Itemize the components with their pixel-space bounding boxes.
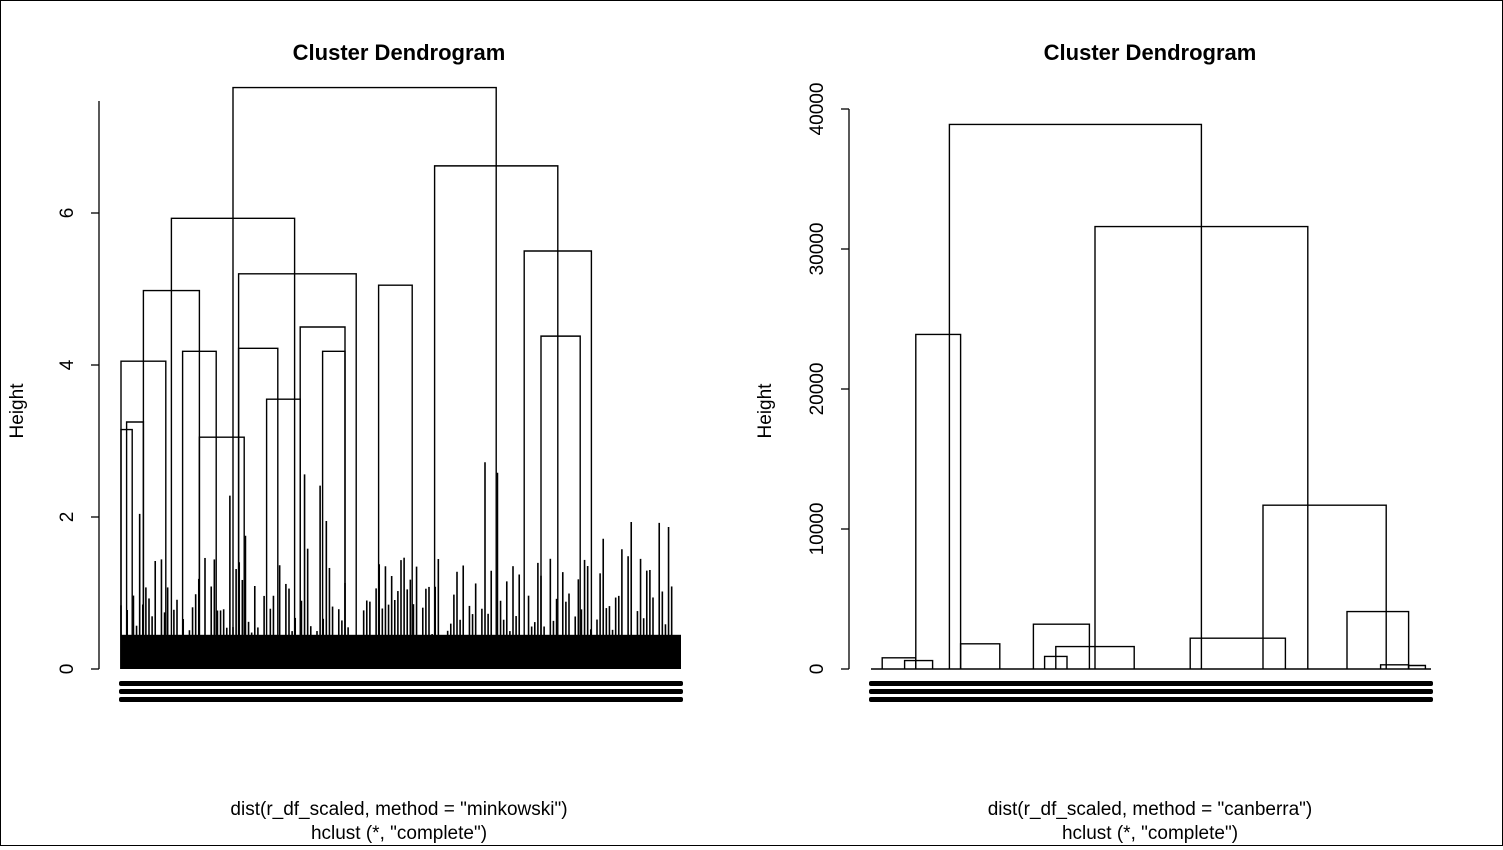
dendrogram-link: [881, 657, 917, 669]
dendrogram-link: [523, 250, 593, 669]
dendrogram-panel-minkowski: Cluster Dendrogram Height dist(r_df_scal…: [7, 40, 683, 844]
y-tick-label: 40000: [807, 83, 828, 136]
leaf-label-row: [869, 697, 1433, 702]
leaf-block: [121, 634, 681, 669]
y-axis-label: Height: [755, 383, 776, 439]
dendrogram-link: [1262, 504, 1387, 669]
y-tick-label: 20000: [807, 363, 828, 416]
dendrogram-tree: [120, 86, 593, 669]
dendrogram-link: [915, 333, 962, 669]
leaf-labels: [119, 681, 683, 702]
chart-title: Cluster Dendrogram: [293, 40, 506, 65]
y-tick-label: 0: [807, 664, 828, 675]
dendrogram-link: [948, 123, 1203, 669]
dendrogram-tree: [881, 123, 1427, 669]
dendrogram-link: [120, 428, 133, 669]
leaf-label-row: [869, 689, 1433, 694]
dendrogram-link: [265, 398, 301, 669]
dendrogram-link: [540, 335, 581, 669]
leaf-labels: [869, 681, 1433, 702]
chart-title: Cluster Dendrogram: [1044, 40, 1257, 65]
dendrogram-link: [181, 350, 217, 669]
y-tick-label: 0: [57, 664, 78, 675]
dendrogram-link: [1407, 664, 1427, 669]
dendrogram-link: [959, 643, 1001, 669]
leaf-label-row: [869, 681, 1433, 686]
dendrogram-link: [1346, 610, 1410, 669]
y-tick-label: 10000: [807, 503, 828, 556]
x-axis-label-line1: dist(r_df_scaled, method = "canberra"): [988, 799, 1313, 820]
dendrogram-link: [433, 165, 559, 669]
dendrogram-link: [170, 217, 296, 669]
y-axis: 0 10000 20000 30000 40000: [807, 83, 850, 675]
dendrogram-link: [1094, 225, 1309, 669]
dendrogram-link: [1055, 645, 1135, 669]
leaf-label-row: [119, 681, 683, 686]
dendrogram-link: [903, 659, 934, 669]
dendrogram-panel-canberra: Cluster Dendrogram Height dist(r_df_scal…: [755, 40, 1433, 844]
dendrogram-link: [1189, 637, 1287, 669]
y-tick-label: 30000: [807, 223, 828, 276]
y-tick-label: 6: [57, 208, 78, 219]
dendrogram-link: [321, 350, 346, 669]
dendrogram-link: [232, 86, 497, 669]
dendrogram-link: [125, 421, 145, 669]
dendrogram-link: [1043, 655, 1068, 669]
x-axis-label-line2: hclust (*, "complete"): [1062, 823, 1238, 844]
leaf-label-row: [119, 697, 683, 702]
y-tick-label: 2: [57, 512, 78, 523]
dendrogram-link: [237, 347, 279, 669]
dendrogram-link: [377, 284, 413, 669]
leaf-label-row: [119, 689, 683, 694]
x-axis-label-line1: dist(r_df_scaled, method = "minkowski"): [230, 799, 567, 820]
dendrogram-link: [198, 436, 245, 669]
y-axis: 0 2 4 6: [57, 101, 100, 675]
x-axis-label-line2: hclust (*, "complete"): [311, 823, 487, 844]
y-axis-label: Height: [7, 383, 28, 439]
y-tick-label: 4: [57, 359, 78, 370]
leaf-mass: [120, 462, 681, 669]
